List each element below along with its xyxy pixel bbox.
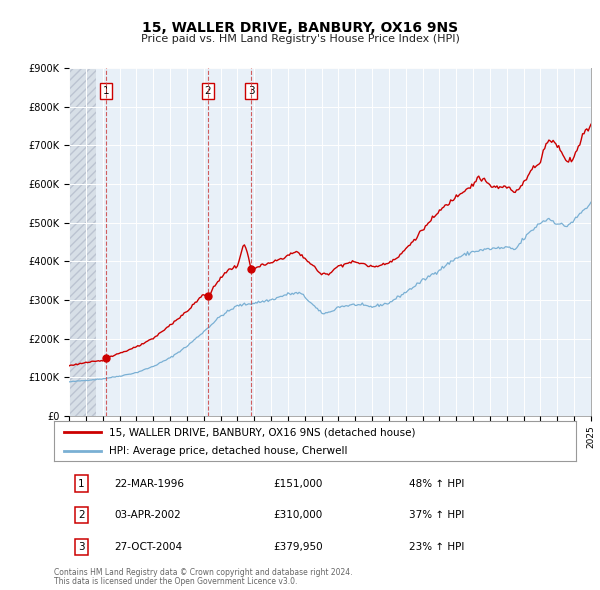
Text: £151,000: £151,000 xyxy=(273,478,323,489)
Text: 15, WALLER DRIVE, BANBURY, OX16 9NS (detached house): 15, WALLER DRIVE, BANBURY, OX16 9NS (det… xyxy=(109,428,415,438)
Text: Price paid vs. HM Land Registry's House Price Index (HPI): Price paid vs. HM Land Registry's House … xyxy=(140,34,460,44)
Text: 27-OCT-2004: 27-OCT-2004 xyxy=(114,542,182,552)
Text: Contains HM Land Registry data © Crown copyright and database right 2024.: Contains HM Land Registry data © Crown c… xyxy=(54,568,353,576)
Text: 03-APR-2002: 03-APR-2002 xyxy=(114,510,181,520)
Text: 1: 1 xyxy=(103,86,110,96)
Text: £379,950: £379,950 xyxy=(273,542,323,552)
Bar xyxy=(69,68,96,416)
Text: £310,000: £310,000 xyxy=(273,510,322,520)
Text: 3: 3 xyxy=(248,86,254,96)
Text: 2: 2 xyxy=(205,86,211,96)
Text: 2: 2 xyxy=(78,510,85,520)
Text: 15, WALLER DRIVE, BANBURY, OX16 9NS: 15, WALLER DRIVE, BANBURY, OX16 9NS xyxy=(142,21,458,35)
Text: 48% ↑ HPI: 48% ↑ HPI xyxy=(409,478,464,489)
Text: 3: 3 xyxy=(78,542,85,552)
Text: HPI: Average price, detached house, Cherwell: HPI: Average price, detached house, Cher… xyxy=(109,447,347,456)
Text: 37% ↑ HPI: 37% ↑ HPI xyxy=(409,510,464,520)
Text: 1: 1 xyxy=(78,478,85,489)
Text: This data is licensed under the Open Government Licence v3.0.: This data is licensed under the Open Gov… xyxy=(54,577,298,586)
Text: 22-MAR-1996: 22-MAR-1996 xyxy=(114,478,184,489)
Text: 23% ↑ HPI: 23% ↑ HPI xyxy=(409,542,464,552)
